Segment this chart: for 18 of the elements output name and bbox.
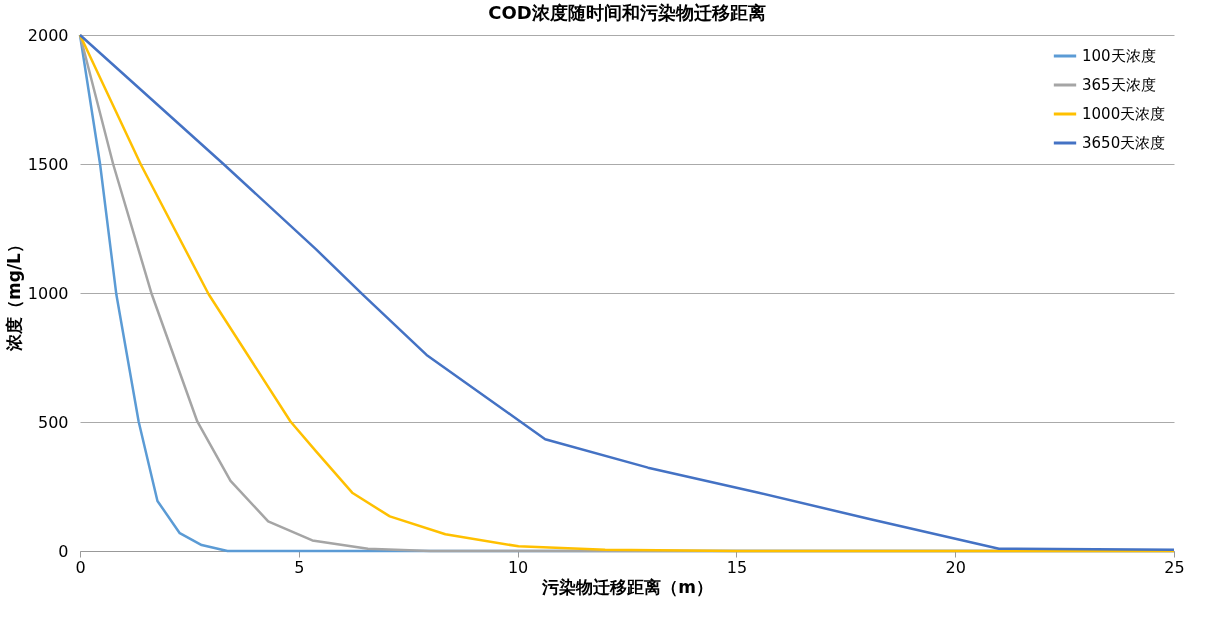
y-tick-label: 0 (58, 541, 69, 561)
x-tick-label: 20 (945, 557, 966, 577)
y-tick-label: 500 (37, 412, 69, 432)
x-tick-label: 5 (294, 557, 305, 577)
y-tick-label: 1500 (27, 154, 69, 174)
chart-title: COD浓度随时间和污染物迁移距离 (488, 2, 766, 23)
legend-label: 100天浓度 (1082, 47, 1156, 65)
legend-label: 365天浓度 (1082, 76, 1156, 94)
y-axis-title: 浓度（mg/L） (3, 236, 24, 352)
y-tick-label: 2000 (27, 25, 69, 45)
legend-label: 1000天浓度 (1082, 105, 1166, 123)
x-axis-title: 污染物迁移距离（m） (541, 576, 713, 597)
legend-label: 3650天浓度 (1082, 134, 1166, 152)
x-tick-label: 0 (75, 557, 86, 577)
x-tick-label: 15 (726, 557, 748, 577)
x-tick-label: 25 (1164, 557, 1185, 577)
y-tick-label: 1000 (27, 283, 69, 303)
x-tick-label: 10 (507, 557, 529, 577)
